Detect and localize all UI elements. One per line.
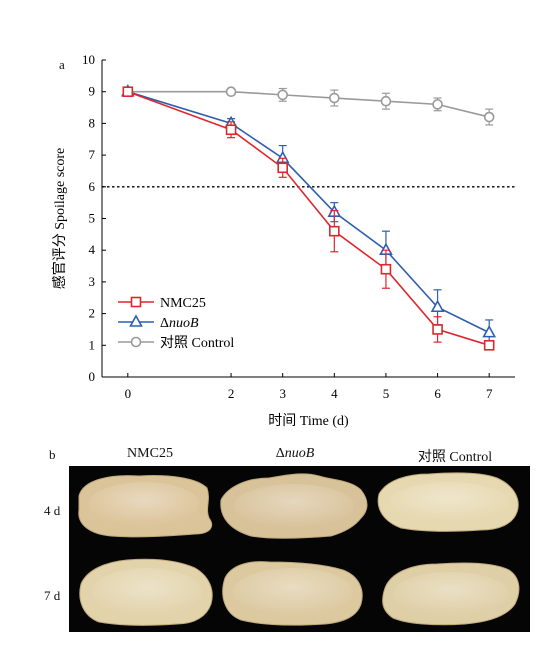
y-axis-title: 感官评分 Spoilage score (51, 148, 68, 290)
panel-label-a: a (59, 57, 65, 72)
data-point-circle (277, 89, 288, 101)
x-tick-label: 6 (434, 386, 441, 401)
x-tick-label: 4 (331, 386, 338, 401)
y-tick-label: 6 (89, 179, 96, 194)
y-tick-label: 4 (89, 242, 96, 257)
chart-axes: 0 1 2 3 4 5 6 7 8 9 10 0 2 3 4 5 6 7 时间 Time (d) 感官评分 Spoil… (51, 52, 515, 429)
sample-shine-4 (92, 568, 202, 616)
y-tick-label: 1 (89, 337, 96, 352)
y-tick-label: 3 (89, 274, 96, 289)
legend-marker-square (130, 296, 142, 308)
data-point-triangle (430, 299, 445, 313)
sample-shine-5 (233, 568, 353, 616)
y-tick-label: 9 (89, 84, 96, 99)
x-tick-label: 2 (228, 386, 235, 401)
photo-row-label-4d: 4 d (44, 503, 61, 518)
sample-shine-3 (389, 482, 509, 522)
data-point-square (329, 225, 340, 237)
data-point-square (225, 124, 237, 136)
sample-shine-6 (393, 572, 509, 616)
legend-label-circle: 对照 Control (160, 335, 234, 351)
spoilage-chart: 0 1 2 3 4 5 6 7 8 9 10 0 2 3 4 5 6 7 时间 Time (d) 感官评分 Spoil… (51, 52, 515, 429)
x-tick-label: 7 (486, 386, 493, 401)
y-tick-label: 2 (89, 306, 96, 321)
data-point-triangle (482, 324, 497, 338)
x-axis-title: 时间 Time (d) (268, 413, 349, 429)
data-point-circle (432, 99, 443, 110)
x-tick-label: 0 (125, 386, 132, 401)
legend-label-square: NMC25 (160, 296, 206, 311)
sample-shine-2 (234, 484, 354, 528)
data-point-circle (380, 95, 392, 107)
data-point-circle (329, 92, 340, 104)
data-point-square (380, 263, 392, 275)
sample-photos (78, 472, 520, 626)
data-point-square (483, 339, 495, 351)
data-point-circle (483, 111, 495, 123)
data-point-circle (225, 86, 237, 97)
panel-label-b: b (49, 447, 56, 462)
photo-column-label-nmc25: NMC25 (127, 446, 173, 461)
y-tick-label: 5 (89, 211, 96, 226)
y-tick-label: 10 (82, 52, 95, 67)
x-tick-label: 5 (383, 386, 390, 401)
sample-photo-panel (69, 466, 530, 632)
legend-marker-circle (130, 336, 142, 348)
y-tick-label: 8 (89, 115, 96, 130)
legend-marker-triangle (129, 314, 143, 327)
photo-column-label-nuob: ΔnuoB (275, 446, 315, 461)
y-tick-label: 7 (89, 147, 96, 162)
sample-shine-1 (89, 482, 199, 526)
chart-legend: NMC25 ΔnuoB 对照 Control (118, 296, 234, 351)
data-point-square (432, 324, 443, 335)
x-tick-label: 3 (279, 386, 286, 401)
data-point-square (122, 86, 134, 97)
chart-marks (102, 84, 515, 351)
legend-label-triangle: ΔnuoB (160, 316, 199, 331)
data-point-square (277, 162, 288, 174)
photo-row-label-7d: 7 d (44, 588, 61, 603)
photo-column-label-control: 对照 Control (417, 450, 493, 465)
y-tick-label: 0 (89, 369, 96, 384)
